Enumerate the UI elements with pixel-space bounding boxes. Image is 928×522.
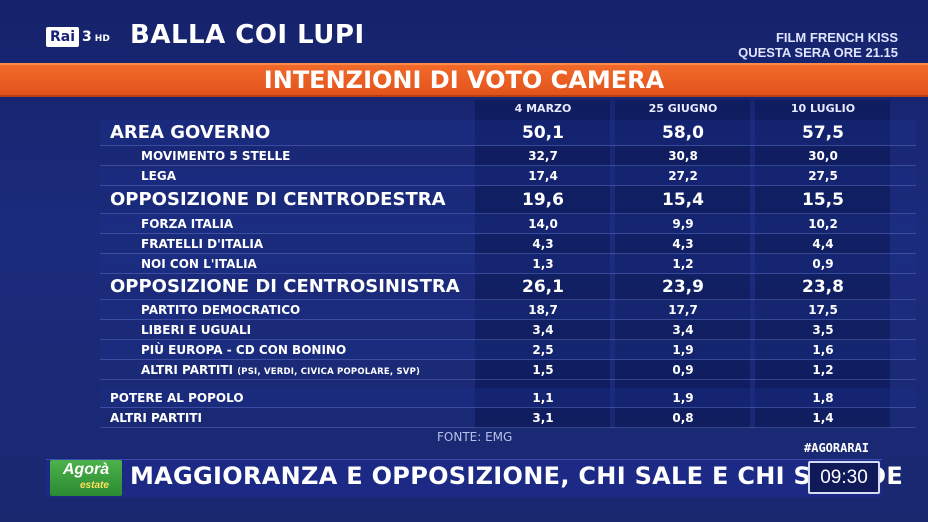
- row-label: POTERE AL POPOLO: [110, 391, 244, 405]
- source-note: FONTE: EMG: [437, 430, 513, 444]
- cell-value: 27,2: [668, 169, 698, 183]
- column-bg-3: [755, 100, 890, 428]
- cell-value: 1,9: [672, 343, 694, 357]
- cell-value: 10,2: [808, 217, 838, 231]
- cell-value: 15,5: [802, 190, 844, 210]
- promo-line-1: FILM FRENCH KISS: [775, 30, 898, 45]
- agora-logo: [50, 460, 122, 496]
- cell-value: 3,4: [672, 323, 694, 337]
- table-row: POTERE AL POPOLO 1,1 1,9 1,8: [100, 388, 916, 408]
- cell-value: 23,9: [662, 277, 704, 297]
- promo-text: FILM FRENCH KISS QUESTA SERA ORE 21.15: [738, 30, 898, 60]
- cell-value: 15,4: [662, 190, 704, 210]
- cell-value: 1,5: [532, 363, 554, 377]
- cell-value: 23,8: [802, 277, 844, 297]
- table-row: ALTRI PARTITI 3,1 0,8 1,4: [100, 408, 916, 428]
- banner-title: INTENZIONI DI VOTO CAMERA: [263, 66, 665, 94]
- cell-value: 17,4: [528, 169, 558, 183]
- table-row: PARTITO DEMOCRATICO 18,7 17,7 17,5: [100, 300, 916, 320]
- table-row: LIBERI E UGUALI 3,4 3,4 3,5: [100, 320, 916, 340]
- ticker-headline: MAGGIORANZA E OPPOSIZIONE, CHI SALE E CH…: [130, 462, 904, 490]
- hashtag: #AGORARAI: [804, 441, 870, 455]
- table-row: AREA GOVERNO 50,1 58,0 57,5: [100, 120, 916, 146]
- ticker-bar: [46, 459, 882, 497]
- cell-value: 3,1: [532, 411, 554, 425]
- poll-table: 4 MARZO 25 GIUGNO 10 LUGLIO AREA GOVERNO…: [100, 100, 920, 435]
- column-bg-1: [475, 100, 610, 428]
- row-label: NOI CON L'ITALIA: [141, 257, 257, 271]
- rai-logo-text: Rai: [46, 27, 80, 47]
- table-row: PIÙ EUROPA - CD CON BONINO 2,5 1,9 1,6: [100, 340, 916, 360]
- cell-value: 1,1: [532, 391, 554, 405]
- show-name: Agorà: [62, 461, 110, 478]
- cell-value: 1,2: [672, 257, 694, 271]
- table-row: NOI CON L'ITALIA 1,3 1,2 0,9: [100, 254, 916, 274]
- row-label: PARTITO DEMOCRATICO: [141, 303, 301, 317]
- cell-value: 4,3: [532, 237, 554, 251]
- row-label: FORZA ITALIA: [141, 217, 234, 231]
- row-label: OPPOSIZIONE DI CENTROSINISTRA: [110, 276, 460, 297]
- cell-value: 0,9: [672, 363, 694, 377]
- channel-number: 3: [82, 29, 92, 45]
- promo-line-2: QUESTA SERA ORE 21.15: [738, 45, 898, 60]
- cell-value: 1,4: [812, 411, 834, 425]
- row-label-text: ALTRI PARTITI: [141, 363, 233, 377]
- cell-value: 27,5: [808, 169, 838, 183]
- row-label: PIÙ EUROPA - CD CON BONINO: [141, 343, 347, 357]
- table-row: LEGA 17,4 27,2 27,5: [100, 166, 916, 186]
- cell-value: 2,5: [532, 343, 554, 357]
- cell-value: 0,9: [812, 257, 834, 271]
- column-header: 4 MARZO: [514, 102, 572, 115]
- hd-badge: HD: [94, 33, 110, 44]
- program-title: BALLA COI LUPI: [130, 20, 365, 50]
- table-row: MOVIMENTO 5 STELLE 32,7 30,8 30,0: [100, 146, 916, 166]
- row-label: ALTRI PARTITI: [110, 411, 202, 425]
- table-row: OPPOSIZIONE DI CENTROSINISTRA 26,1 23,9 …: [100, 274, 916, 300]
- table-row: FRATELLI D'ITALIA 4,3 4,3 4,4: [100, 234, 916, 254]
- cell-value: 1,3: [532, 257, 554, 271]
- cell-value: 19,6: [522, 190, 564, 210]
- show-subtitle: estate: [80, 480, 109, 491]
- row-label: FRATELLI D'ITALIA: [141, 237, 264, 251]
- cell-value: 18,7: [528, 303, 558, 317]
- row-label: AREA GOVERNO: [110, 122, 271, 143]
- row-label: ALTRI PARTITI (PSI, VERDI, CIVICA POPOLA…: [141, 363, 420, 377]
- cell-value: 3,5: [812, 323, 834, 337]
- cell-value: 1,9: [672, 391, 694, 405]
- cell-value: 4,4: [812, 237, 834, 251]
- row-label: OPPOSIZIONE DI CENTRODESTRA: [110, 189, 446, 210]
- cell-value: 30,0: [808, 149, 838, 163]
- table-row: OPPOSIZIONE DI CENTRODESTRA 19,6 15,4 15…: [100, 186, 916, 214]
- row-label: LEGA: [141, 169, 176, 183]
- cell-value: 30,8: [668, 149, 698, 163]
- column-header: 25 GIUGNO: [648, 102, 718, 115]
- cell-value: 14,0: [528, 217, 558, 231]
- cell-value: 50,1: [522, 123, 564, 143]
- cell-value: 32,7: [528, 149, 558, 163]
- table-row: ALTRI PARTITI (PSI, VERDI, CIVICA POPOLA…: [100, 360, 916, 380]
- cell-value: 1,6: [812, 343, 834, 357]
- cell-value: 0,8: [672, 411, 694, 425]
- cell-value: 57,5: [802, 123, 844, 143]
- table-row: FORZA ITALIA 14,0 9,9 10,2: [100, 214, 916, 234]
- cell-value: 1,8: [812, 391, 834, 405]
- cell-value: 3,4: [532, 323, 554, 337]
- cell-value: 4,3: [672, 237, 694, 251]
- cell-value: 1,2: [812, 363, 834, 377]
- cell-value: 9,9: [672, 217, 694, 231]
- column-bg-2: [615, 100, 750, 428]
- cell-value: 58,0: [662, 123, 704, 143]
- column-header: 10 LUGLIO: [790, 102, 856, 115]
- cell-value: 26,1: [522, 277, 564, 297]
- row-label: LIBERI E UGUALI: [141, 323, 252, 337]
- cell-value: 17,7: [668, 303, 698, 317]
- row-label: MOVIMENTO 5 STELLE: [141, 149, 291, 163]
- clock: 09:30: [808, 461, 880, 494]
- title-banner: [0, 63, 928, 97]
- rai3-hd-logo: Rai 3 HD: [46, 27, 110, 47]
- row-label-detail: (PSI, VERDI, CIVICA POPOLARE, SVP): [237, 367, 421, 377]
- cell-value: 17,5: [808, 303, 838, 317]
